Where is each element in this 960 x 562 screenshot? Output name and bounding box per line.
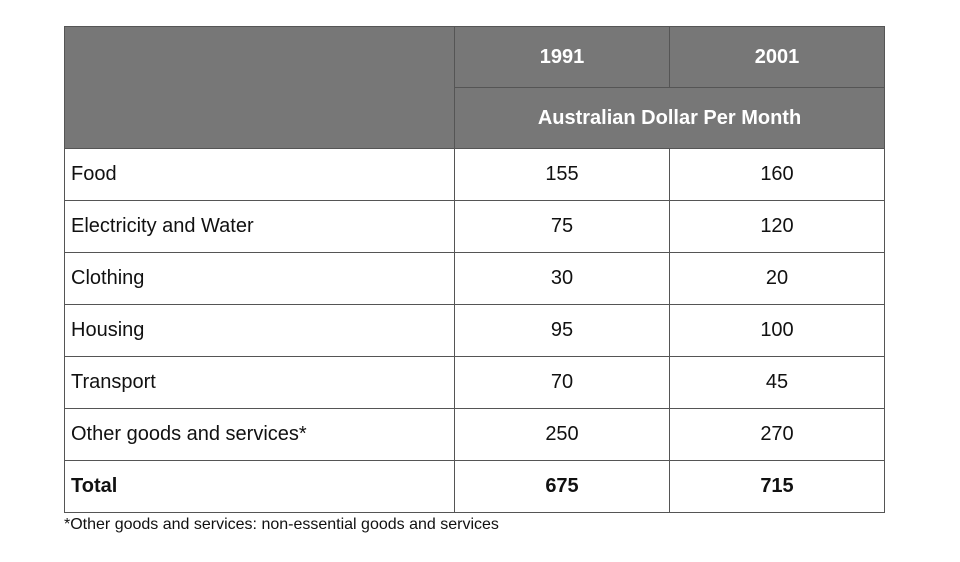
row-label: Food — [64, 148, 455, 201]
value-cell-2001: 160 — [669, 148, 885, 201]
row-label: Clothing — [64, 252, 455, 305]
value-cell-2001: 100 — [669, 304, 885, 357]
value-cell-1991: 95 — [454, 304, 670, 357]
value-cell-1991: 75 — [454, 200, 670, 253]
column-header-1991: 1991 — [454, 26, 670, 88]
value-cell-2001: 270 — [669, 408, 885, 461]
expenditure-table: 1991 2001 Australian Dollar Per Month Fo… — [64, 26, 885, 513]
row-label: Transport — [64, 356, 455, 409]
total-value-1991: 675 — [454, 460, 670, 513]
table-row: Other goods and services* 250 270 — [64, 408, 885, 461]
table-row: Clothing 30 20 — [64, 252, 885, 305]
value-cell-2001: 120 — [669, 200, 885, 253]
total-label: Total — [64, 460, 455, 513]
total-value-2001: 715 — [669, 460, 885, 513]
table-row: Transport 70 45 — [64, 356, 885, 409]
value-cell-1991: 155 — [454, 148, 670, 201]
footnote: *Other goods and services: non-essential… — [64, 516, 499, 533]
value-cell-1991: 30 — [454, 252, 670, 305]
row-label: Other goods and services* — [64, 408, 455, 461]
header-corner-cell — [64, 26, 455, 149]
table-row: Housing 95 100 — [64, 304, 885, 357]
row-label: Housing — [64, 304, 455, 357]
header-row-unit: Australian Dollar Per Month — [65, 87, 885, 149]
unit-header: Australian Dollar Per Month — [454, 87, 885, 149]
value-cell-1991: 70 — [454, 356, 670, 409]
table-row: Electricity and Water 75 120 — [64, 200, 885, 253]
value-cell-1991: 250 — [454, 408, 670, 461]
table-row: Food 155 160 — [64, 148, 885, 201]
header-row-years: 1991 2001 — [64, 26, 885, 149]
table-body: Food 155 160 Electricity and Water 75 120 Clot… — [64, 148, 885, 513]
total-row: Total 675 715 — [64, 460, 885, 513]
value-cell-2001: 45 — [669, 356, 885, 409]
column-header-2001: 2001 — [669, 26, 885, 88]
row-label: Electricity and Water — [64, 200, 455, 253]
value-cell-2001: 20 — [669, 252, 885, 305]
